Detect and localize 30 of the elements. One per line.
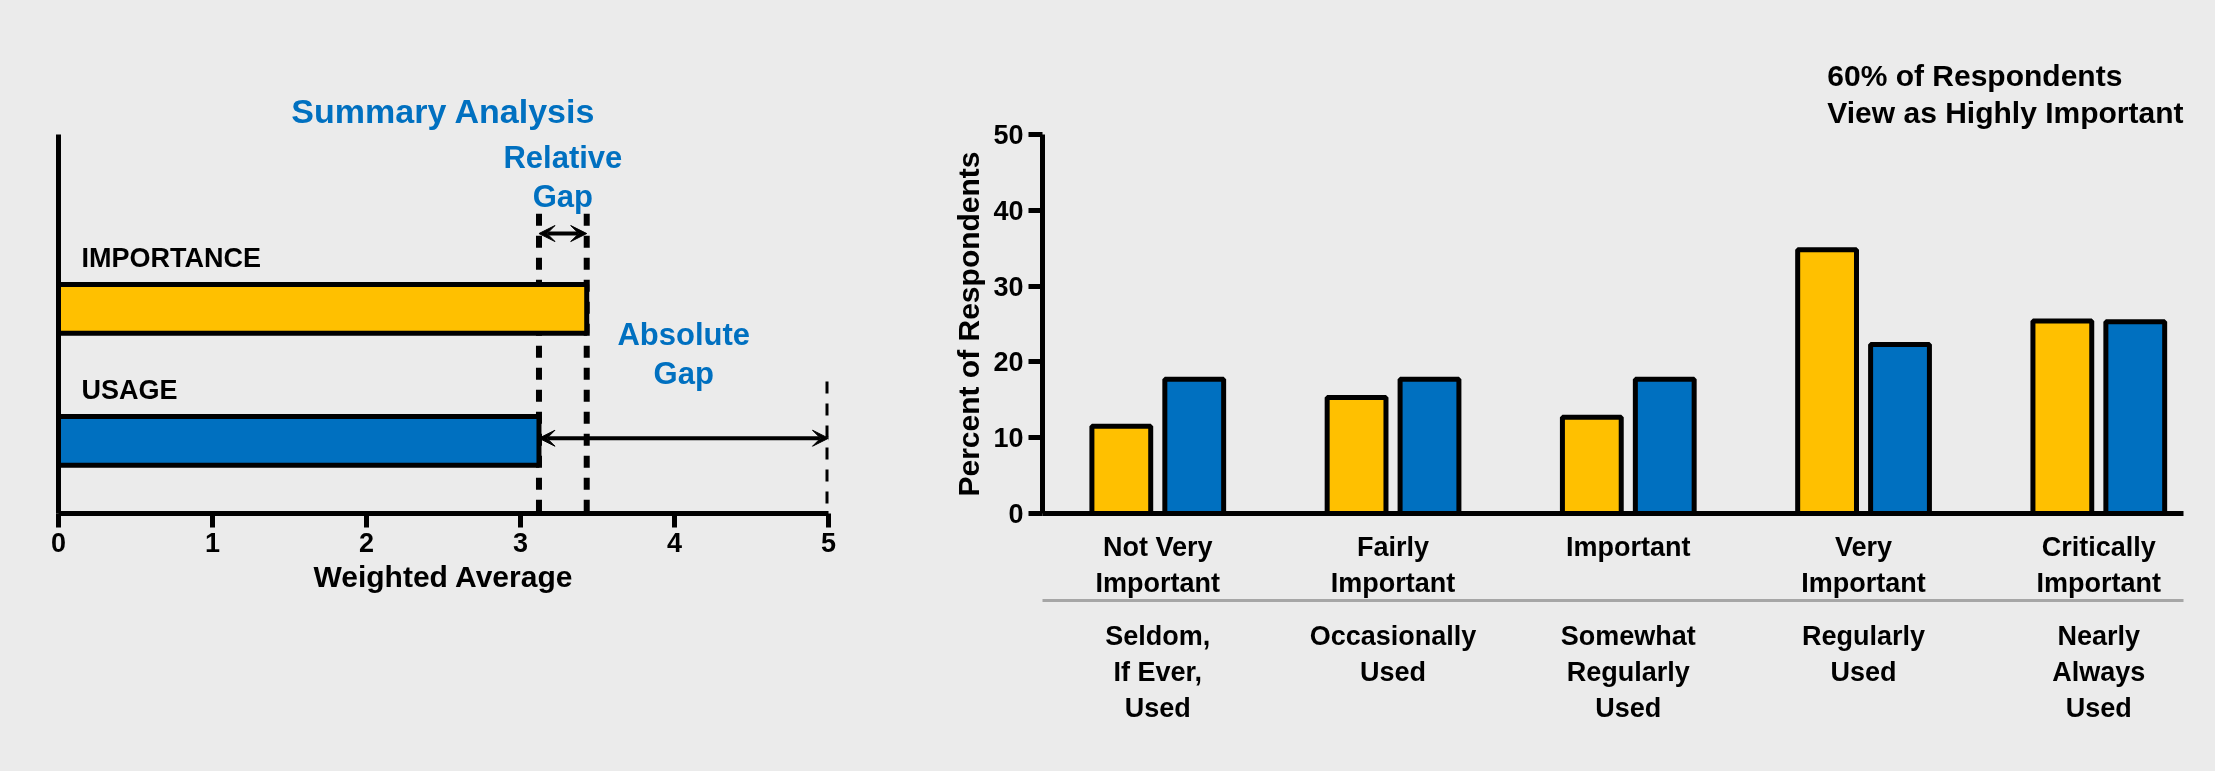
text: Nearly Always Used [2052,620,2146,723]
chart-title: Summary Analysis [291,91,595,130]
x-tick-label: 4 [666,527,683,558]
text: Somewhat Regularly Used [1560,620,1696,723]
y-axis-title: Percent of Respondents [952,151,986,497]
y-tick-label: USAGE [81,375,178,406]
x-tick-label: Important [1566,531,1691,562]
text: Seldom, If Ever, Used [1105,620,1211,723]
y-tick-label: 10 [993,423,1024,454]
x-tick-label: 2 [358,527,375,558]
text: Occasionally Used [1309,620,1477,687]
annotation: Absolute Gap [617,317,751,391]
x-axis-title: Weighted Average [313,559,573,593]
y-tick-label: 30 [993,271,1024,302]
x-tick-label: Critically Important [2036,531,2162,598]
y-tick-label: 20 [993,347,1024,378]
x-tick-label: 0 [50,527,67,558]
y-tick-label: IMPORTANCE [81,243,262,274]
x-tick-label: 5 [820,527,837,558]
text: Regularly Used [1802,620,1926,687]
annotation: Relative Gap [503,140,623,214]
text: 60% of Respondents View as Highly Important [1827,58,2184,130]
x-tick-label: Very Important [1801,531,1926,598]
y-tick-label: 0 [1008,499,1024,529]
x-tick-label: Not Very Important [1095,531,1221,598]
x-tick-label: 1 [204,527,221,558]
x-tick-label: Fairly Important [1330,531,1456,598]
x-tick-label: 3 [512,527,529,558]
y-tick-label: 40 [993,195,1024,226]
y-tick-label: 50 [993,120,1024,150]
